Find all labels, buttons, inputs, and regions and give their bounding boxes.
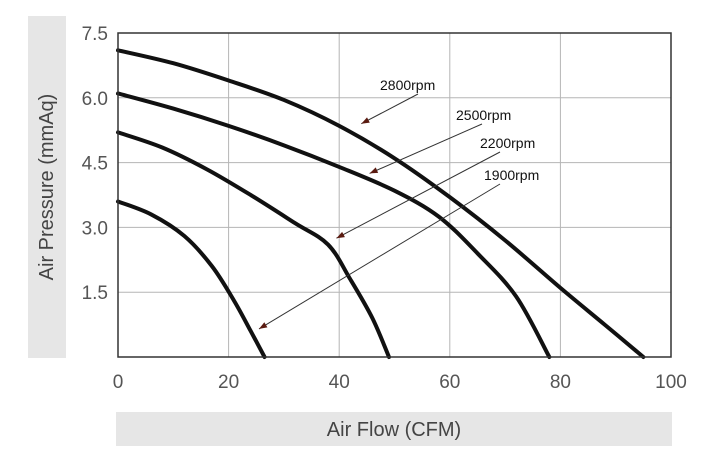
y-tick-label: 6.0 — [82, 89, 108, 110]
curve-2500rpm — [116, 91, 552, 359]
annotation-label: 2800rpm — [380, 77, 435, 93]
curve-2200rpm — [116, 130, 391, 359]
x-tick-label: 80 — [550, 372, 571, 393]
x-axis-title: Air Flow (CFM) — [327, 419, 461, 441]
x-tick-label: 40 — [329, 372, 350, 393]
curves — [116, 48, 646, 359]
annotation-label: 1900rpm — [484, 167, 539, 183]
x-tick-label: 60 — [439, 372, 460, 393]
y-tick-label: 7.5 — [82, 24, 108, 45]
x-tick-label: 20 — [218, 372, 239, 393]
x-tick-label: 100 — [655, 372, 687, 393]
x-tick-label: 0 — [113, 372, 124, 393]
annotation-arrow — [258, 183, 501, 330]
annotation-label: 2500rpm — [456, 107, 511, 123]
annotation-arrow — [369, 123, 483, 174]
curve-1900rpm — [116, 199, 267, 359]
annotations: 2800rpm 2500rpm 2200rpm 1900rpm — [258, 77, 539, 330]
annotation-arrowhead — [259, 322, 268, 329]
y-tick-label: 4.5 — [82, 154, 108, 175]
annotation-arrowhead — [369, 167, 379, 174]
annotation-label: 2200rpm — [480, 135, 535, 151]
plot-frame — [117, 32, 672, 358]
annotation-arrow — [361, 93, 419, 125]
annotation-arrowhead — [336, 231, 345, 239]
annotation-arrow — [336, 151, 501, 239]
y-tick-label: 1.5 — [82, 283, 108, 304]
curve-2800rpm — [116, 48, 646, 359]
annotation-arrowhead — [361, 117, 370, 124]
y-axis-title-band — [28, 16, 66, 358]
y-tick-label: 3.0 — [82, 218, 108, 239]
tick-labels: 0 20 40 60 80 100 1.5 3.0 4.5 6.0 7.5 — [82, 24, 687, 393]
y-axis-title: Air Pressure (mmAq) — [36, 94, 58, 281]
x-axis-title-band — [116, 412, 672, 446]
